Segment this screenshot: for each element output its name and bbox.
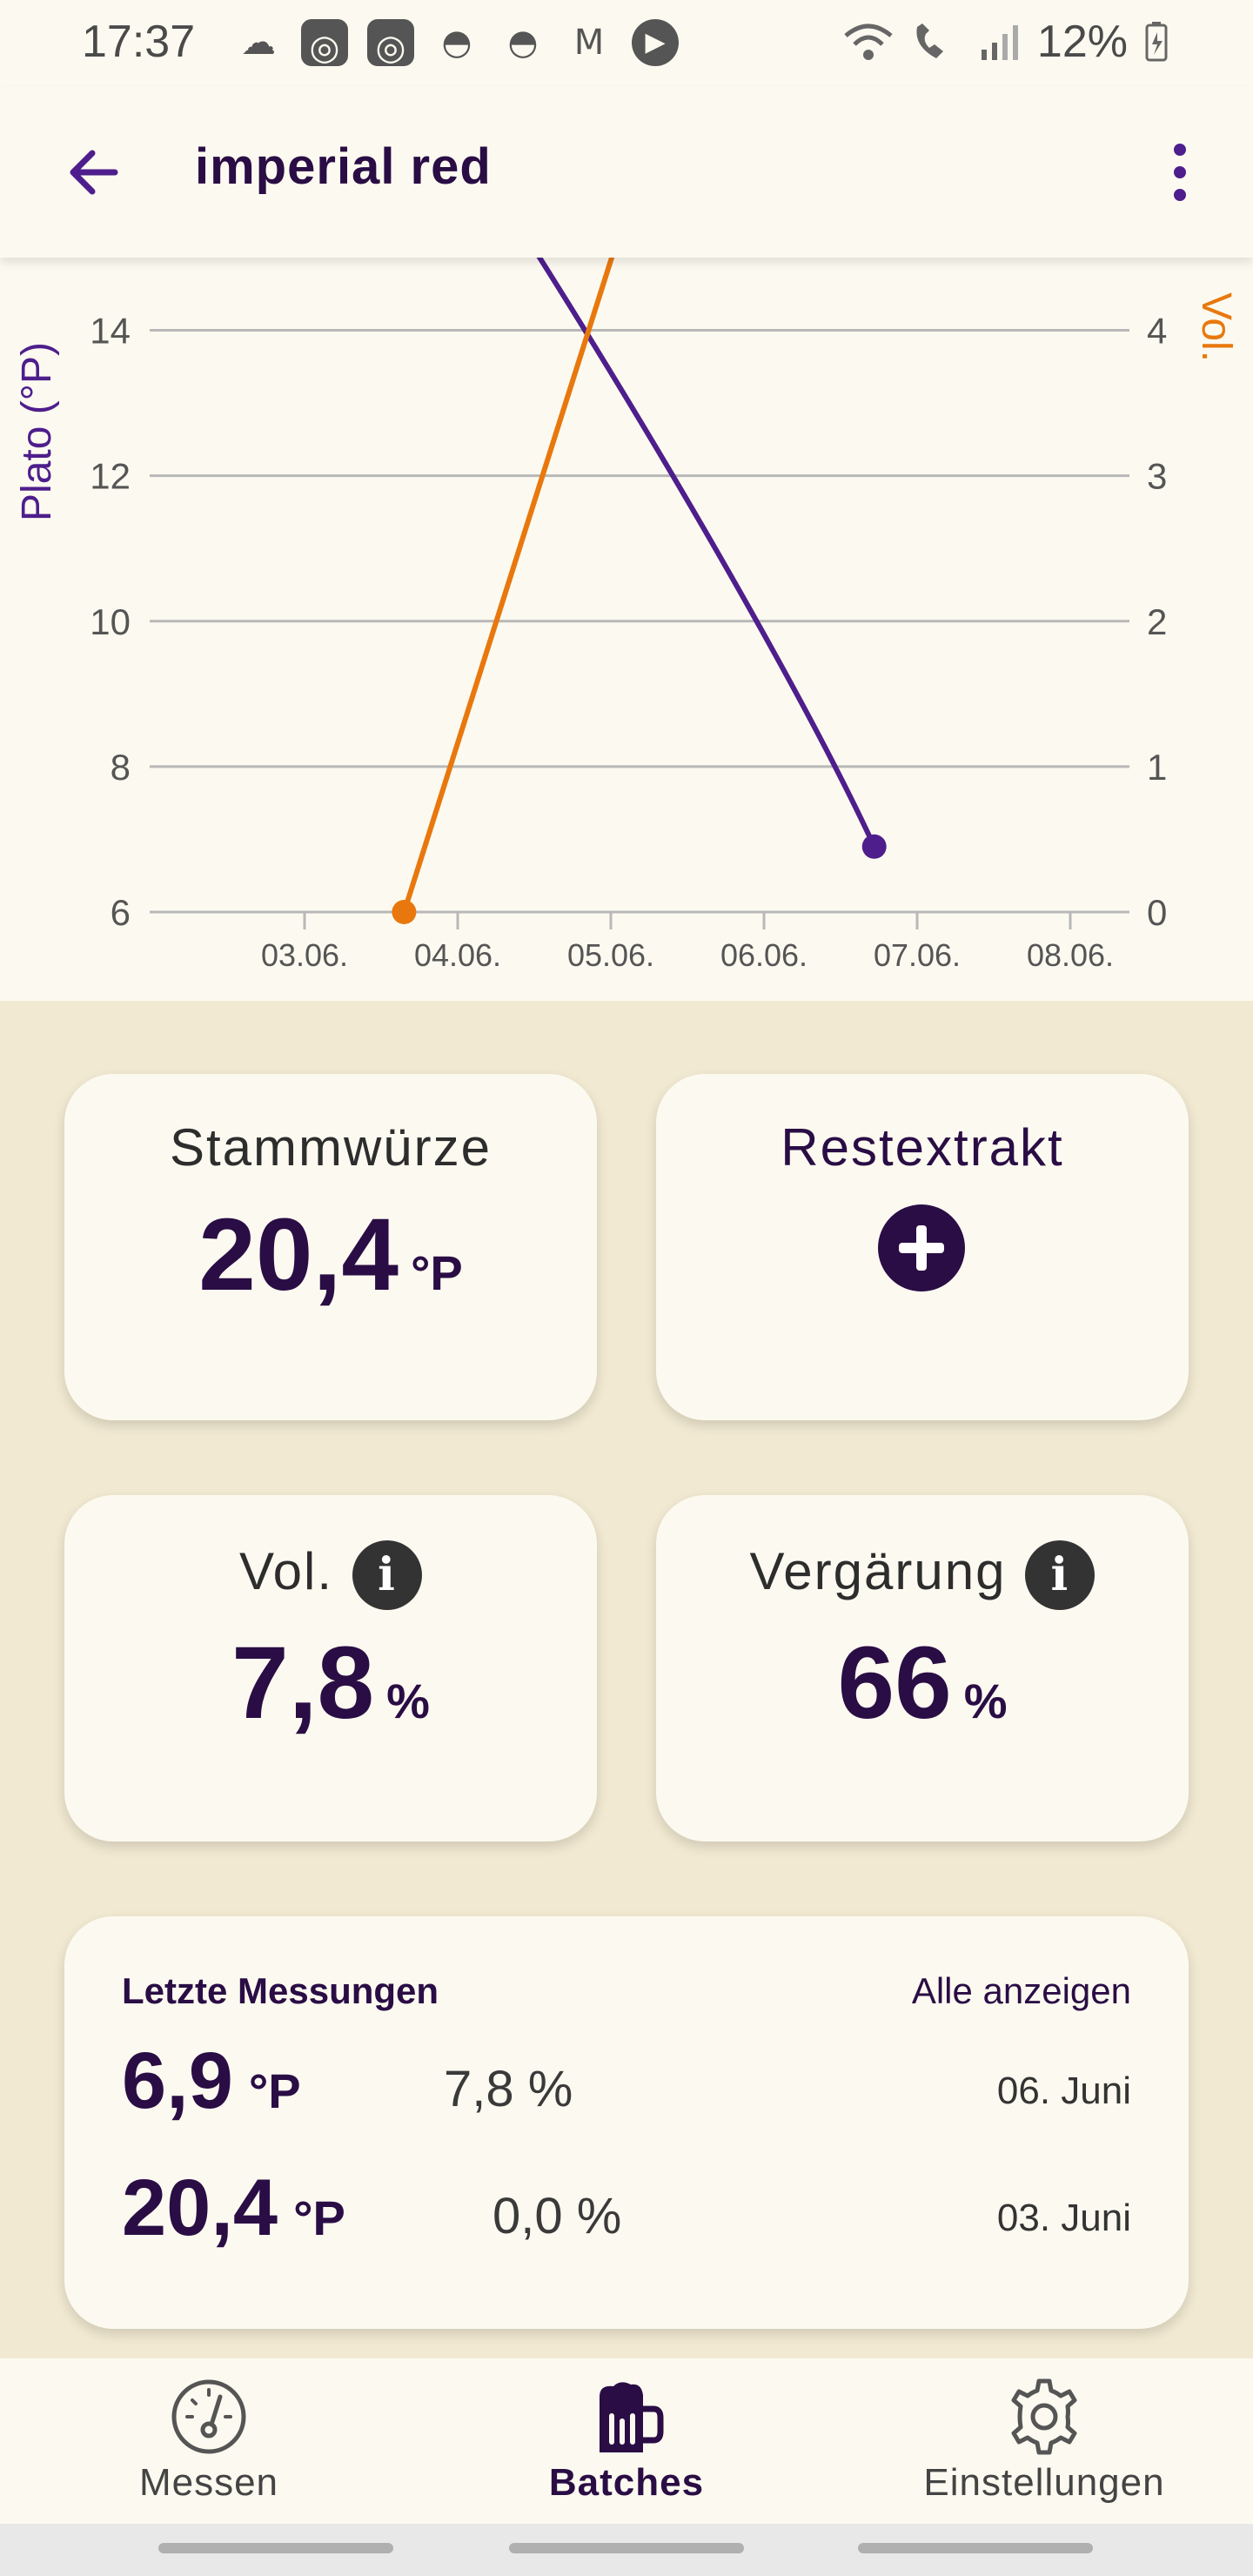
gesture-bar — [0, 2524, 1253, 2576]
x-tick-label: 08.06. — [1027, 937, 1114, 973]
info-icon[interactable]: i — [1025, 1540, 1096, 1610]
nav-label: Einstellungen — [923, 2461, 1165, 2504]
y-axis-label-right: Vol. — [1193, 292, 1239, 362]
nav-label: Messen — [138, 2461, 279, 2504]
card-restextrakt[interactable]: Restextrakt — [656, 1074, 1189, 1420]
vergaerung-unit: % — [963, 1674, 1008, 1728]
vol-unit: % — [386, 1674, 430, 1728]
battery-percent: 12% — [1036, 17, 1128, 67]
measurement-plato: 20,4 °P — [122, 2163, 345, 2254]
gravity-chart[interactable]: 6 8 10 12 14 0 1 2 3 4 03.06. 04.06. 05.06. 06.06. 07.… — [0, 258, 1253, 1001]
vol-value: 7,8 — [231, 1626, 375, 1741]
bowl-icon: ◓ — [507, 23, 539, 63]
bowl-icon: ◓ — [441, 23, 472, 63]
wifi-icon — [844, 23, 893, 60]
gesture-handle — [858, 2543, 1093, 2553]
stammwuerze-unit: °P — [410, 1245, 463, 1300]
series-line — [536, 258, 877, 849]
card-vergaerung[interactable]: Vergärung i 66% — [656, 1495, 1189, 1841]
y-tick-left: 6 — [111, 892, 131, 933]
latest-measurements-card: Letzte Messungen Alle anzeigen 6,9 °P 7,8… — [64, 1916, 1189, 2329]
y-axis-label-left: Plato (°P) — [14, 342, 60, 521]
gesture-handle — [509, 2543, 744, 2553]
measurement-date: 06. Juni — [996, 2070, 1131, 2112]
data-point — [392, 900, 417, 924]
card-value: 7,8% — [64, 1624, 597, 1742]
measurement-vol: 7,8 % — [444, 2061, 573, 2117]
card-vol[interactable]: Vol. i 7,8% — [64, 1495, 597, 1841]
stammwuerze-value: 20,4 — [198, 1197, 399, 1312]
plato-unit: °P — [293, 2190, 345, 2245]
measurements-title: Letzte Messungen — [122, 1970, 439, 2011]
gear-icon — [1011, 2378, 1077, 2455]
show-all-link[interactable]: Alle anzeigen — [911, 1970, 1131, 2011]
x-tick-label: 06.06. — [720, 937, 807, 973]
measurement-plato: 6,9 °P — [122, 2036, 301, 2127]
nav-item-batches[interactable]: Batches — [418, 2358, 835, 2524]
y-tick-left: 10 — [90, 601, 131, 642]
app-icon: ◎ — [301, 19, 348, 68]
vergaerung-value: 66 — [837, 1626, 952, 1741]
x-tick-label: 07.06. — [874, 937, 961, 973]
measurement-vol: 0,0 % — [492, 2188, 622, 2244]
beer-mug-icon — [600, 2382, 664, 2452]
measurement-date: 03. Juni — [996, 2197, 1131, 2239]
y-tick-left: 14 — [90, 311, 131, 352]
card-title: Vol. i — [64, 1540, 597, 1610]
gesture-handle — [158, 2543, 393, 2553]
card-stammwuerze[interactable]: Stammwürze 20,4 °P — [64, 1074, 597, 1420]
x-tick-label: 05.06. — [567, 937, 654, 973]
status-time: 17:37 — [82, 17, 196, 67]
info-icon[interactable]: i — [352, 1540, 423, 1610]
card-value: 20,4 °P — [64, 1196, 597, 1314]
notification-icons: ☁ ◎ ◎ ◓ ◓ M ▶ — [235, 19, 679, 68]
nav-label: Batches — [548, 2461, 705, 2504]
nav-item-messen[interactable]: Messen — [0, 2358, 418, 2524]
plato-unit: °P — [248, 2063, 301, 2118]
system-indicators: 12% — [842, 16, 1169, 68]
plato-value: 6,9 — [122, 2036, 233, 2125]
plato-value: 20,4 — [122, 2163, 278, 2252]
card-title: Stammwürze — [169, 1118, 492, 1177]
x-tick-label: 04.06. — [414, 937, 501, 973]
battery-icon — [1145, 22, 1168, 62]
signal-icon — [981, 25, 1018, 60]
card-title: Vergärung i — [656, 1540, 1189, 1610]
arrow-left-icon[interactable] — [61, 138, 131, 207]
status-bar: 17:37 ☁ ◎ ◎ ◓ ◓ M ▶ 12% — [0, 0, 1253, 87]
app-bar: imperial red — [0, 87, 1253, 258]
nav-item-einstellungen[interactable]: Einstellungen — [835, 2358, 1253, 2524]
more-vertical-icon[interactable] — [1145, 138, 1215, 207]
y-tick-left: 8 — [111, 747, 131, 788]
y-tick-right: 1 — [1147, 747, 1167, 788]
gmail-icon: M — [573, 23, 605, 63]
vergaerung-title: Vergärung — [749, 1541, 1007, 1600]
cloud-icon: ☁ — [241, 23, 276, 63]
gauge-icon — [171, 2379, 246, 2454]
card-title: Restextrakt — [781, 1118, 1064, 1177]
measurement-row[interactable]: 6,9 °P 7,8 % 06. Juni — [122, 2029, 1131, 2134]
app-icon: ◎ — [367, 19, 414, 68]
bottom-navigation: Messen Batches Einstellungen — [0, 2358, 1253, 2524]
page-title: imperial red — [195, 138, 492, 195]
measurement-row[interactable]: 20,4 °P 0,0 % 03. Juni — [122, 2157, 1131, 2261]
plus-circle-icon[interactable] — [878, 1204, 965, 1291]
y-tick-left: 12 — [90, 456, 131, 497]
card-value: 66% — [656, 1624, 1189, 1742]
y-tick-right: 0 — [1147, 892, 1167, 933]
y-tick-right: 2 — [1147, 601, 1167, 642]
x-tick-label: 03.06. — [261, 937, 348, 973]
y-tick-right: 4 — [1147, 311, 1167, 352]
series-line — [401, 258, 615, 913]
data-point — [861, 834, 887, 859]
wifi-call-icon — [916, 23, 943, 58]
y-tick-right: 3 — [1147, 456, 1167, 497]
play-icon: ▶ — [632, 19, 679, 66]
vol-title: Vol. — [238, 1541, 334, 1600]
